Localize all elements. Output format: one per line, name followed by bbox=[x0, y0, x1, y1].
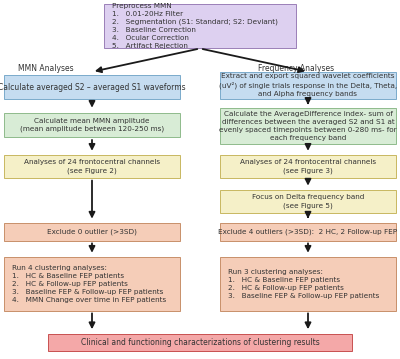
FancyBboxPatch shape bbox=[4, 257, 180, 311]
Text: Analyses of 24 frontocentral channels
(see Figure 3): Analyses of 24 frontocentral channels (s… bbox=[240, 159, 376, 174]
FancyBboxPatch shape bbox=[220, 223, 396, 241]
FancyBboxPatch shape bbox=[220, 155, 396, 178]
FancyBboxPatch shape bbox=[104, 4, 296, 48]
Text: Run 3 clustering analyses:
1.   HC & Baseline FEP patients
2.   HC & Follow-up F: Run 3 clustering analyses: 1. HC & Basel… bbox=[228, 269, 379, 299]
Text: Analyses of 24 frontocentral channels
(see Figure 2): Analyses of 24 frontocentral channels (s… bbox=[24, 159, 160, 174]
Text: Extract and export squared wavelet coefficients
(uV²) of single trials response : Extract and export squared wavelet coeff… bbox=[219, 73, 397, 97]
FancyBboxPatch shape bbox=[4, 113, 180, 137]
FancyBboxPatch shape bbox=[48, 334, 352, 351]
FancyBboxPatch shape bbox=[4, 223, 180, 241]
FancyBboxPatch shape bbox=[4, 155, 180, 178]
Text: Exclude 0 outlier (>3SD): Exclude 0 outlier (>3SD) bbox=[47, 229, 137, 235]
FancyBboxPatch shape bbox=[220, 190, 396, 213]
FancyBboxPatch shape bbox=[4, 75, 180, 99]
FancyBboxPatch shape bbox=[220, 108, 396, 144]
Text: Frequency Analyses: Frequency Analyses bbox=[258, 64, 334, 74]
Text: Calculate averaged S2 – averaged S1 waveforms: Calculate averaged S2 – averaged S1 wave… bbox=[0, 83, 186, 92]
Text: Focus on Delta frequency band
(see Figure 5): Focus on Delta frequency band (see Figur… bbox=[252, 194, 364, 209]
Text: MMN Analyses: MMN Analyses bbox=[18, 64, 74, 74]
FancyBboxPatch shape bbox=[220, 257, 396, 311]
FancyBboxPatch shape bbox=[220, 72, 396, 99]
Text: Exclude 4 outliers (>3SD):  2 HC, 2 Follow-up FEP: Exclude 4 outliers (>3SD): 2 HC, 2 Follo… bbox=[218, 229, 398, 235]
Text: Calculate the AverageDifference index- sum of
differences between the averaged S: Calculate the AverageDifference index- s… bbox=[219, 111, 397, 141]
Text: Run 4 clustering analyses:
1.   HC & Baseline FEP patients
2.   HC & Follow-up F: Run 4 clustering analyses: 1. HC & Basel… bbox=[12, 265, 166, 303]
Text: Clinical and functioning characterizations of clustering results: Clinical and functioning characterizatio… bbox=[81, 338, 319, 347]
Text: Preprocess MMN
1.   0.01-20Hz Filter
2.   Segmentation (S1: Standard; S2: Devian: Preprocess MMN 1. 0.01-20Hz Filter 2. Se… bbox=[112, 3, 278, 49]
Text: Calculate mean MMN amplitude
(mean amplitude between 120-250 ms): Calculate mean MMN amplitude (mean ampli… bbox=[20, 118, 164, 132]
